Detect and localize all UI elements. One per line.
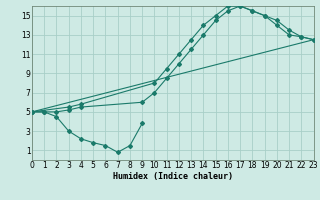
X-axis label: Humidex (Indice chaleur): Humidex (Indice chaleur)	[113, 172, 233, 181]
